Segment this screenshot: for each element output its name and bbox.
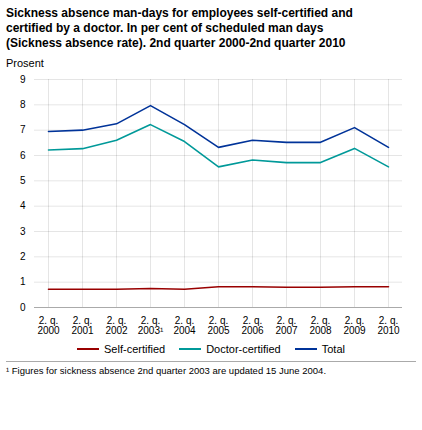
svg-text:2. q.2007: 2. q.2007 [275,315,298,336]
html-text:¹ Figures for sickness absence: ¹ Figures for sickness absence 2nd quart… [6,365,326,376]
svg-text:2. q.2010: 2. q.2010 [377,315,400,336]
svg-text:3: 3 [20,226,26,237]
svg-text:2: 2 [20,251,26,262]
svg-text:8: 8 [20,99,26,110]
svg-text:0: 0 [20,302,26,313]
svg-text:2. q.2000: 2. q.2000 [37,315,60,336]
svg-text:2. q.2006: 2. q.2006 [241,315,264,336]
svg-text:7: 7 [20,124,26,135]
svg-text:6: 6 [20,150,26,161]
svg-text:9: 9 [20,74,26,85]
html-text:Prosent: Prosent [6,57,44,69]
html-text:Total: Total [321,343,345,355]
svg-text:5: 5 [20,175,26,186]
html-text:Doctor-certified: Doctor-certified [206,343,281,355]
svg-text:2. q.2009: 2. q.2009 [343,315,366,336]
svg-text:2. q.2001: 2. q.2001 [71,315,94,336]
html-text:Self-certified: Self-certified [104,343,166,355]
svg-text:2. q.2003¹: 2. q.2003¹ [138,315,164,336]
svg-text:2. q.2004: 2. q.2004 [173,315,196,336]
svg-text:2. q.2002: 2. q.2002 [105,315,128,336]
svg-text:2. q.2008: 2. q.2008 [309,315,332,336]
svg-text:1: 1 [20,276,26,287]
svg-text:2. q.2005: 2. q.2005 [207,315,230,336]
html-text:Sickness absence man-days for: Sickness absence man-days for employees … [6,6,353,50]
svg-text:4: 4 [20,200,26,211]
